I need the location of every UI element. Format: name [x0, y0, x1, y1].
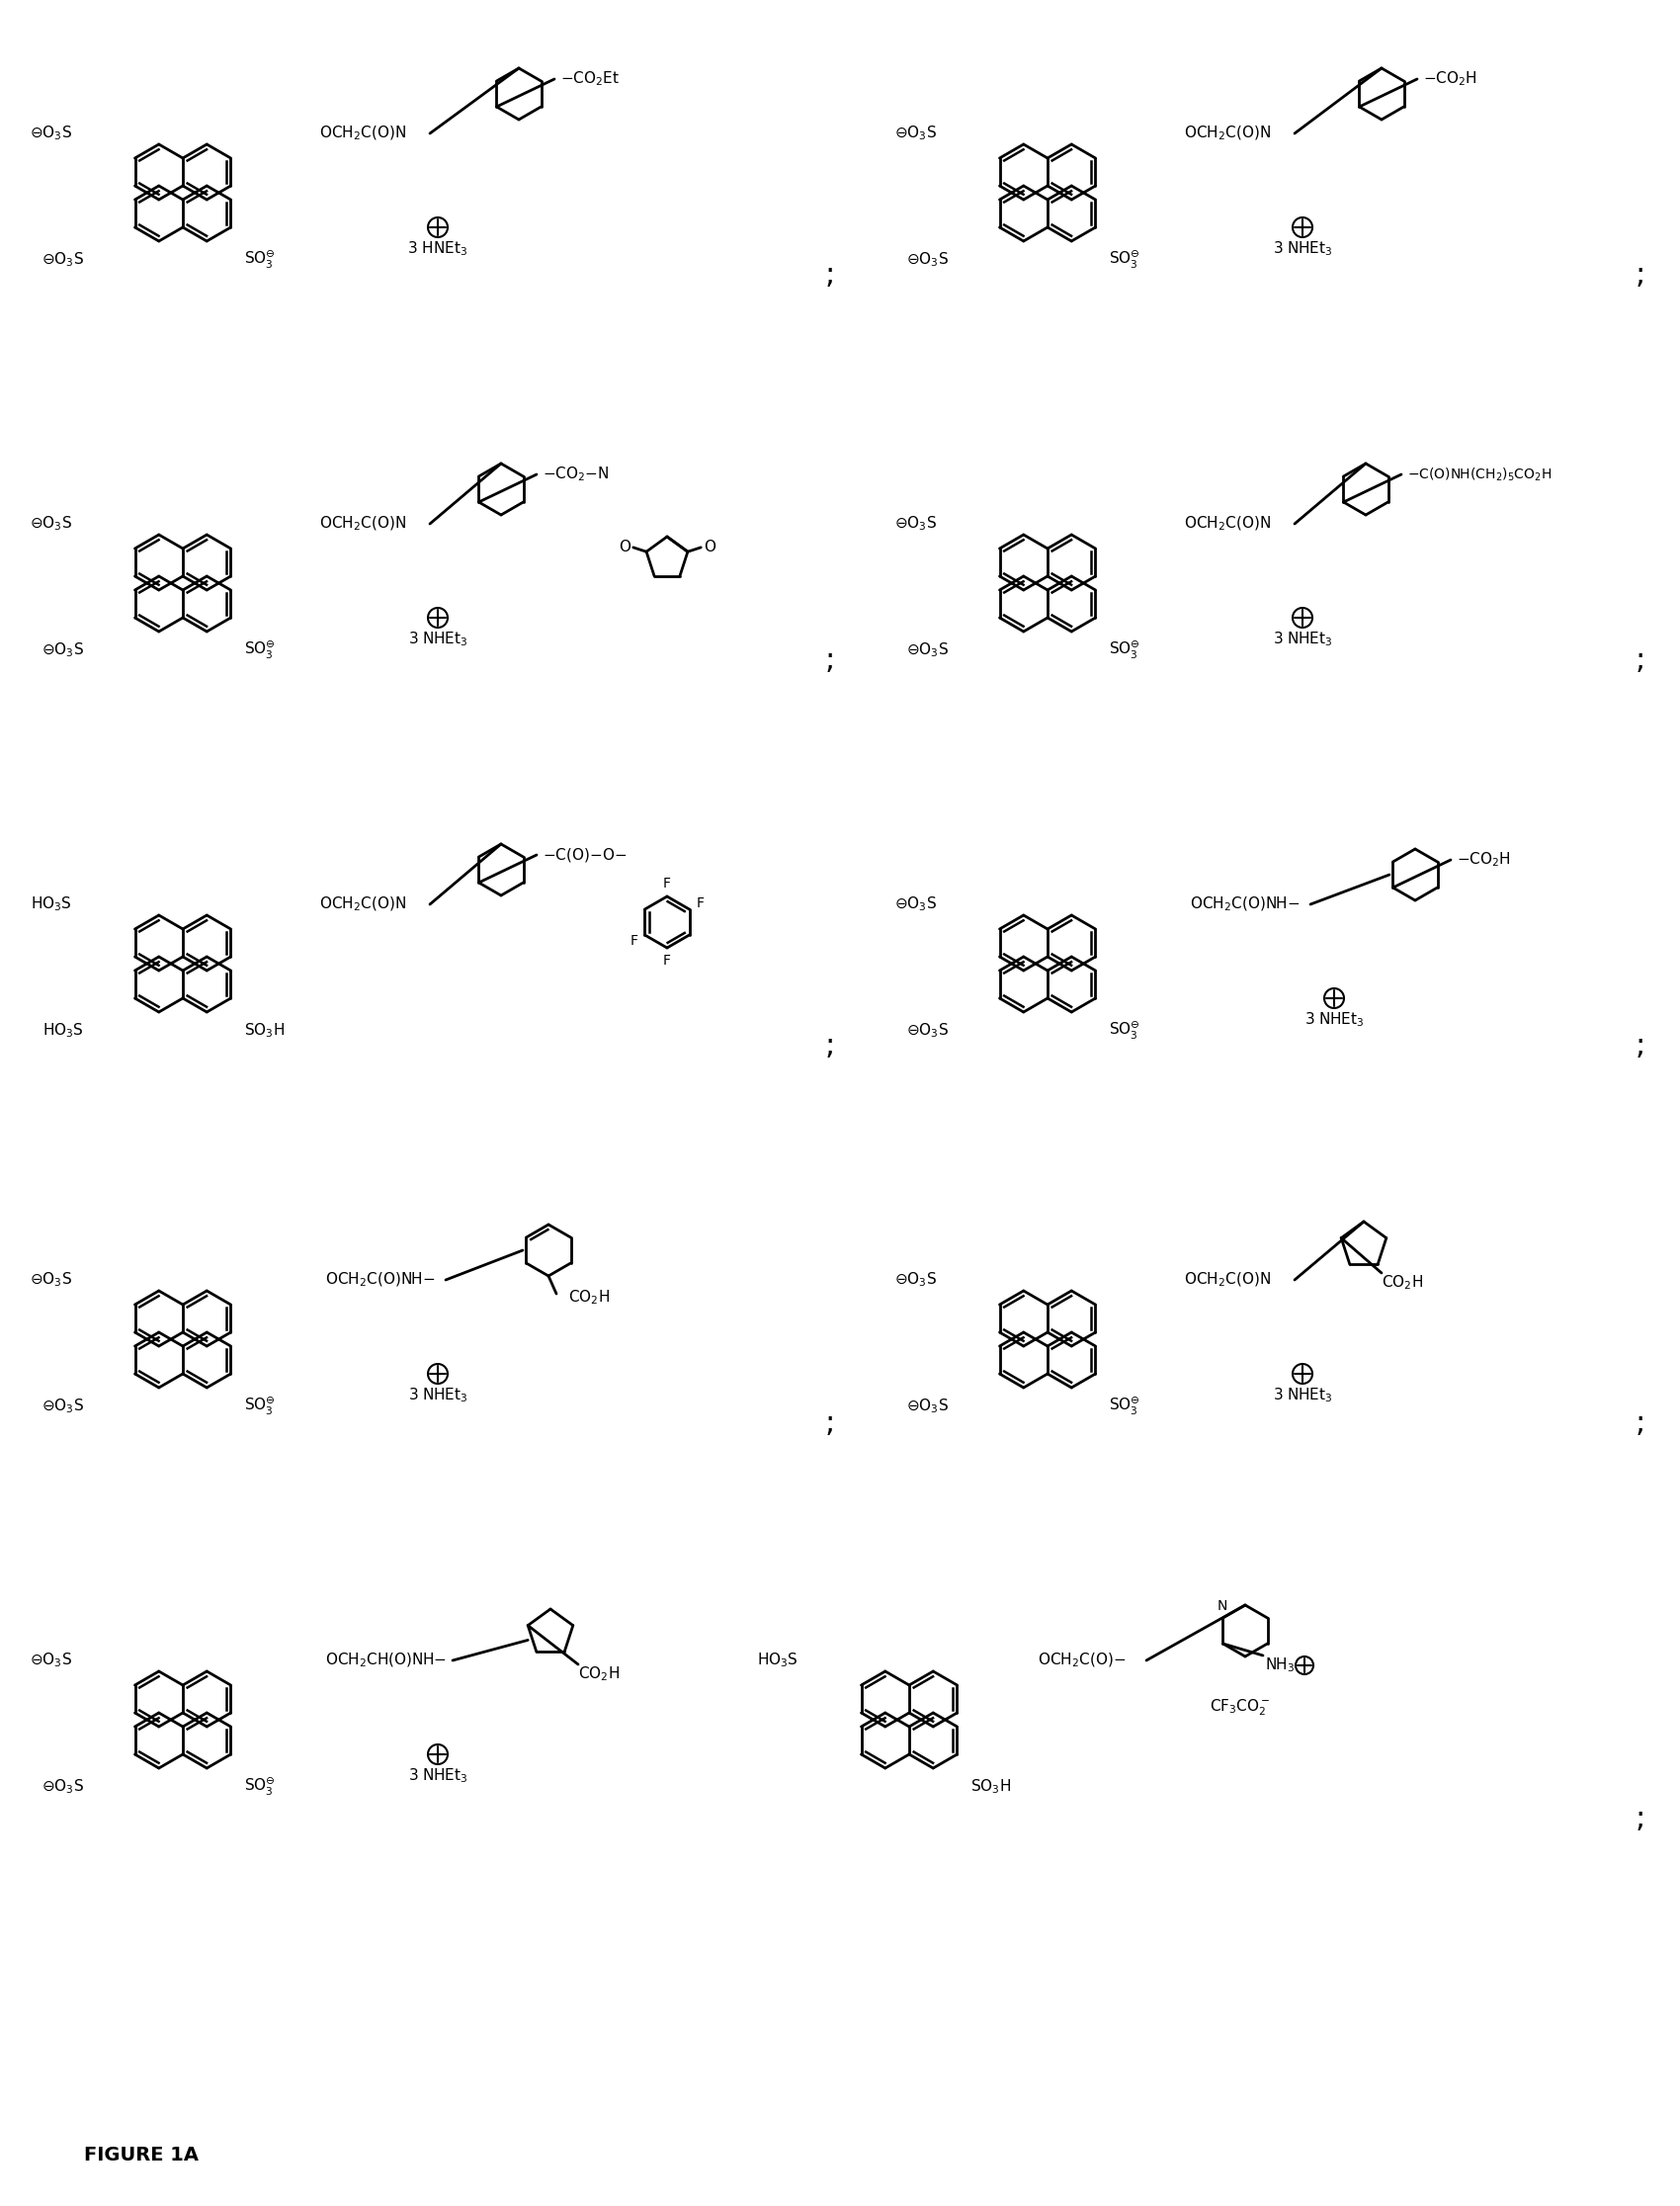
- Text: SO$_3$H: SO$_3$H: [971, 1778, 1011, 1796]
- Text: $-$CO$_2$Et: $-$CO$_2$Et: [561, 71, 620, 88]
- Text: 3 NHEt$_3$: 3 NHEt$_3$: [408, 1767, 467, 1785]
- Text: SO$_3^{\ominus}$: SO$_3^{\ominus}$: [244, 640, 276, 662]
- Text: 3 NHEt$_3$: 3 NHEt$_3$: [408, 1385, 467, 1405]
- Text: $\ominus$O$_3$S: $\ominus$O$_3$S: [906, 1021, 949, 1039]
- Text: $\ominus$O$_3$S: $\ominus$O$_3$S: [42, 1396, 84, 1416]
- Text: $\ominus$O$_3$S: $\ominus$O$_3$S: [30, 124, 72, 143]
- Text: $\ominus$O$_3$S: $\ominus$O$_3$S: [894, 124, 937, 143]
- Text: $\ominus$O$_3$S: $\ominus$O$_3$S: [894, 896, 937, 913]
- Text: OCH$_2$C(O)NH$-$: OCH$_2$C(O)NH$-$: [326, 1271, 435, 1288]
- Text: OCH$_2$C(O)N: OCH$_2$C(O)N: [1184, 124, 1270, 143]
- Text: $\ominus$O$_3$S: $\ominus$O$_3$S: [906, 251, 949, 269]
- Text: ;: ;: [1635, 1032, 1645, 1061]
- Text: CO$_2$H: CO$_2$H: [1381, 1273, 1423, 1293]
- Text: OCH$_2$C(O)$-$: OCH$_2$C(O)$-$: [1038, 1652, 1126, 1670]
- Text: CO$_2$H: CO$_2$H: [568, 1288, 610, 1306]
- Text: ;: ;: [825, 260, 835, 289]
- Text: $\ominus$O$_3$S: $\ominus$O$_3$S: [30, 514, 72, 534]
- Text: $\ominus$O$_3$S: $\ominus$O$_3$S: [906, 642, 949, 660]
- Text: ;: ;: [825, 1410, 835, 1438]
- Text: $\ominus$O$_3$S: $\ominus$O$_3$S: [42, 642, 84, 660]
- Text: ;: ;: [825, 646, 835, 675]
- Text: SO$_3^{\ominus}$: SO$_3^{\ominus}$: [244, 249, 276, 271]
- Text: CO$_2$H: CO$_2$H: [578, 1666, 620, 1683]
- Text: FIGURE 1A: FIGURE 1A: [84, 2144, 198, 2164]
- Text: OCH$_2$C(O)N: OCH$_2$C(O)N: [319, 124, 407, 143]
- Text: 3 NHEt$_3$: 3 NHEt$_3$: [1272, 631, 1332, 649]
- Text: $-$C(O)$-$O$-$: $-$C(O)$-$O$-$: [543, 847, 627, 865]
- Text: F: F: [697, 896, 704, 909]
- Text: $-$CO$_2$H: $-$CO$_2$H: [1423, 71, 1477, 88]
- Text: OCH$_2$C(O)N: OCH$_2$C(O)N: [319, 896, 407, 913]
- Text: $-$C(O)NH(CH$_2$)$_5$CO$_2$H: $-$C(O)NH(CH$_2$)$_5$CO$_2$H: [1408, 465, 1552, 483]
- Text: 3 NHEt$_3$: 3 NHEt$_3$: [1304, 1010, 1364, 1030]
- Text: ;: ;: [1635, 1805, 1645, 1833]
- Text: HO$_3$S: HO$_3$S: [42, 1021, 84, 1039]
- Text: SO$_3^{\ominus}$: SO$_3^{\ominus}$: [1109, 1019, 1141, 1041]
- Text: ;: ;: [1635, 646, 1645, 675]
- Text: $\ominus$O$_3$S: $\ominus$O$_3$S: [906, 1396, 949, 1416]
- Text: $-$CO$_2$$-$N: $-$CO$_2$$-$N: [543, 465, 610, 483]
- Text: ;: ;: [825, 1032, 835, 1061]
- Text: F: F: [630, 935, 638, 949]
- Text: 3 NHEt$_3$: 3 NHEt$_3$: [408, 631, 467, 649]
- Text: OCH$_2$CH(O)NH$-$: OCH$_2$CH(O)NH$-$: [326, 1652, 447, 1670]
- Text: F: F: [664, 876, 670, 891]
- Text: $\ominus$O$_3$S: $\ominus$O$_3$S: [894, 1271, 937, 1288]
- Text: HO$_3$S: HO$_3$S: [30, 896, 72, 913]
- Text: SO$_3^{\ominus}$: SO$_3^{\ominus}$: [244, 1776, 276, 1798]
- Text: OCH$_2$C(O)NH$-$: OCH$_2$C(O)NH$-$: [1189, 896, 1300, 913]
- Text: OCH$_2$C(O)N: OCH$_2$C(O)N: [1184, 1271, 1270, 1288]
- Text: $\ominus$O$_3$S: $\ominus$O$_3$S: [30, 1271, 72, 1288]
- Text: O: O: [704, 540, 716, 554]
- Text: F: F: [664, 953, 670, 968]
- Text: $\ominus$O$_3$S: $\ominus$O$_3$S: [42, 1778, 84, 1796]
- Text: O: O: [618, 540, 630, 554]
- Text: CF$_3$CO$_2^-$: CF$_3$CO$_2^-$: [1210, 1699, 1270, 1718]
- Text: SO$_3$H: SO$_3$H: [244, 1021, 284, 1039]
- Text: OCH$_2$C(O)N: OCH$_2$C(O)N: [319, 514, 407, 534]
- Text: $\ominus$O$_3$S: $\ominus$O$_3$S: [894, 514, 937, 534]
- Text: ;: ;: [1635, 1410, 1645, 1438]
- Text: OCH$_2$C(O)N: OCH$_2$C(O)N: [1184, 514, 1270, 534]
- Text: NH$_3$: NH$_3$: [1265, 1657, 1295, 1674]
- Text: SO$_3^{\ominus}$: SO$_3^{\ominus}$: [244, 1396, 276, 1416]
- Text: HO$_3$S: HO$_3$S: [758, 1650, 798, 1670]
- Text: SO$_3^{\ominus}$: SO$_3^{\ominus}$: [1109, 640, 1141, 662]
- Text: $\ominus$O$_3$S: $\ominus$O$_3$S: [42, 251, 84, 269]
- Text: ;: ;: [1635, 260, 1645, 289]
- Text: 3 HNEt$_3$: 3 HNEt$_3$: [408, 240, 469, 258]
- Text: $-$CO$_2$H: $-$CO$_2$H: [1457, 852, 1510, 869]
- Text: 3 NHEt$_3$: 3 NHEt$_3$: [1272, 240, 1332, 258]
- Text: SO$_3^{\ominus}$: SO$_3^{\ominus}$: [1109, 249, 1141, 271]
- Text: $\ominus$O$_3$S: $\ominus$O$_3$S: [30, 1650, 72, 1670]
- Text: SO$_3^{\ominus}$: SO$_3^{\ominus}$: [1109, 1396, 1141, 1416]
- Text: 3 NHEt$_3$: 3 NHEt$_3$: [1272, 1385, 1332, 1405]
- Text: N: N: [1218, 1599, 1228, 1613]
